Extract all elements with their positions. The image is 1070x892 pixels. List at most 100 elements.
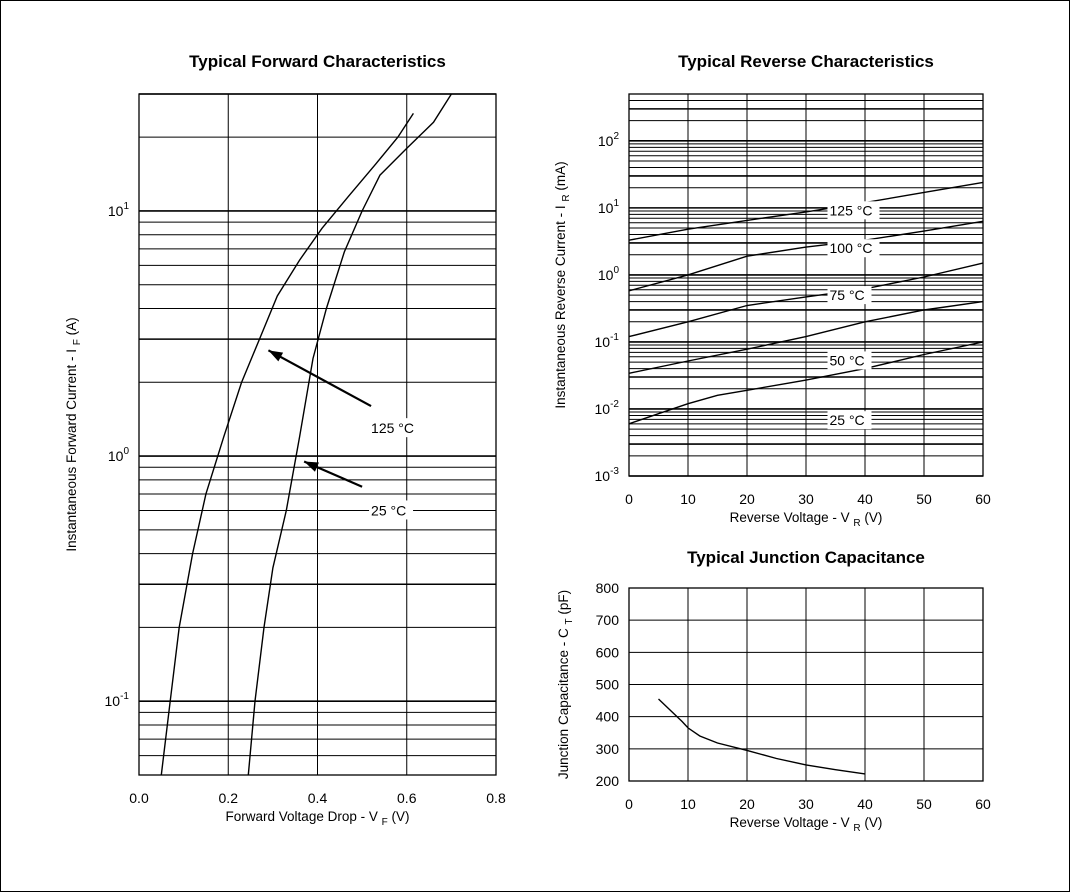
x-axis-label-text: Reverse Voltage - V	[730, 815, 854, 830]
series-label-bg	[827, 351, 872, 370]
y-tick-label: 200	[596, 773, 620, 789]
x-tick-label: 30	[798, 796, 814, 812]
x-tick-label: 40	[857, 491, 873, 507]
series-line-75c	[628, 262, 984, 338]
y-axis-label: Instantaneous Reverse Current - I R (mA)	[553, 161, 572, 408]
series-line-50c	[628, 300, 984, 374]
tick-base: 10	[598, 133, 614, 149]
y-axis-label-text: Instantaneous Forward Current - I	[64, 345, 79, 551]
x-tick-label: 40	[857, 796, 873, 812]
tick-exponent: -1	[120, 691, 129, 702]
y-tick-label: 100	[598, 265, 620, 283]
y-tick-label: 300	[596, 741, 620, 757]
series-line-25c	[247, 93, 452, 776]
tick-exponent: -1	[610, 332, 619, 343]
tick-exponent: -2	[610, 399, 619, 410]
tick-base: 10	[108, 203, 124, 219]
grid	[628, 93, 984, 477]
tick-base: 10	[598, 200, 614, 216]
chart-capacitance: Typical Junction Capacitance 0 10 20 30 40 50 6…	[556, 548, 991, 834]
x-axis-label-unit: (V)	[861, 510, 883, 525]
annotation-label-bg	[369, 500, 414, 520]
y-tick-label: 800	[596, 580, 620, 596]
tick-base: 10	[598, 267, 614, 283]
tick-exponent: 0	[123, 446, 129, 457]
tick-exponent: -3	[610, 466, 619, 477]
x-axis-label-text: Forward Voltage Drop - V	[226, 809, 382, 824]
tick-exponent: 1	[123, 201, 129, 212]
chart-title: Typical Reverse Characteristics	[678, 52, 934, 71]
chart-forward: Typical Forward Characteristics 0.0 0.2 0.4…	[64, 52, 506, 828]
x-tick-label: 10	[680, 491, 696, 507]
y-axis-label-sub: F	[72, 339, 83, 345]
y-tick-label: 101	[598, 198, 620, 216]
x-axis-label-unit: (V)	[861, 815, 883, 830]
x-tick-label: 0	[625, 796, 633, 812]
series-label-bg	[827, 239, 880, 258]
series-line-100c	[628, 220, 984, 292]
x-tick-label: 30	[798, 491, 814, 507]
y-tick-label: 400	[596, 709, 620, 725]
y-tick-label: 700	[596, 612, 620, 628]
y-axis-label: Instantaneous Forward Current - I F (A)	[64, 317, 83, 551]
annotation-label-bg	[369, 418, 422, 438]
annotation-arrow-head	[268, 350, 284, 362]
tick-base: 10	[595, 334, 611, 350]
x-tick-label: 0.8	[486, 790, 506, 806]
x-axis-label: Reverse Voltage - V R (V)	[730, 510, 883, 529]
y-tick-label: 102	[598, 131, 620, 149]
y-axis-label-text: Junction Capacitance - C	[556, 625, 571, 780]
y-axis-label: Junction Capacitance - C T (pF)	[556, 590, 575, 779]
tick-exponent: 0	[613, 265, 619, 276]
tick-base: 10	[595, 468, 611, 484]
y-tick-label: 100	[108, 446, 130, 464]
series-label: 100 °C	[830, 240, 873, 256]
y-axis-label-unit: (pF)	[556, 590, 571, 619]
tick-base: 10	[105, 693, 121, 709]
x-axis-label-sub: R	[853, 518, 860, 529]
y-tick-label: 600	[596, 644, 620, 660]
x-tick-label: 50	[916, 796, 932, 812]
annotation-label: 25 °C	[371, 502, 406, 518]
series-label-bg	[827, 411, 872, 430]
x-tick-label: 60	[975, 796, 991, 812]
series-label-bg	[827, 201, 880, 220]
tick-exponent: 1	[613, 198, 619, 209]
plot-frame	[138, 93, 497, 776]
chart-title: Typical Junction Capacitance	[687, 548, 925, 567]
plot-frame	[628, 93, 984, 477]
series-line-125c	[628, 181, 984, 241]
x-axis-label: Forward Voltage Drop - V F (V)	[226, 809, 410, 828]
annotation-label: 125 °C	[371, 420, 414, 436]
tick-base: 10	[108, 448, 124, 464]
x-tick-label: 20	[739, 491, 755, 507]
y-axis-label-text: Instantaneous Reverse Current - I	[553, 202, 568, 409]
chart-title: Typical Forward Characteristics	[189, 52, 446, 71]
series-line-0	[658, 698, 866, 775]
x-axis-label-unit: (V)	[388, 809, 410, 824]
series-label: 75 °C	[830, 287, 865, 303]
series-label: 125 °C	[830, 202, 873, 218]
series-label: 50 °C	[830, 352, 865, 368]
x-tick-label: 0.2	[219, 790, 239, 806]
annotation-arrow-head	[304, 461, 319, 472]
y-tick-label: 10-3	[595, 466, 620, 484]
y-axis-label-unit: (A)	[64, 317, 79, 339]
grid	[138, 93, 497, 776]
y-axis-label-sub: T	[564, 618, 575, 624]
series-label-bg	[827, 286, 872, 305]
x-axis-label-text: Reverse Voltage - V	[730, 510, 854, 525]
x-tick-label: 0.6	[397, 790, 417, 806]
x-tick-label: 0.4	[308, 790, 328, 806]
grid	[628, 587, 984, 782]
annotation-arrow-shaft	[267, 349, 372, 408]
y-tick-label: 101	[108, 201, 130, 219]
tick-exponent: 2	[613, 131, 619, 142]
x-tick-label: 0.0	[129, 790, 149, 806]
series-line-25c	[628, 341, 984, 425]
y-tick-label: 10-1	[595, 332, 620, 350]
x-axis-label: Reverse Voltage - V R (V)	[730, 815, 883, 834]
